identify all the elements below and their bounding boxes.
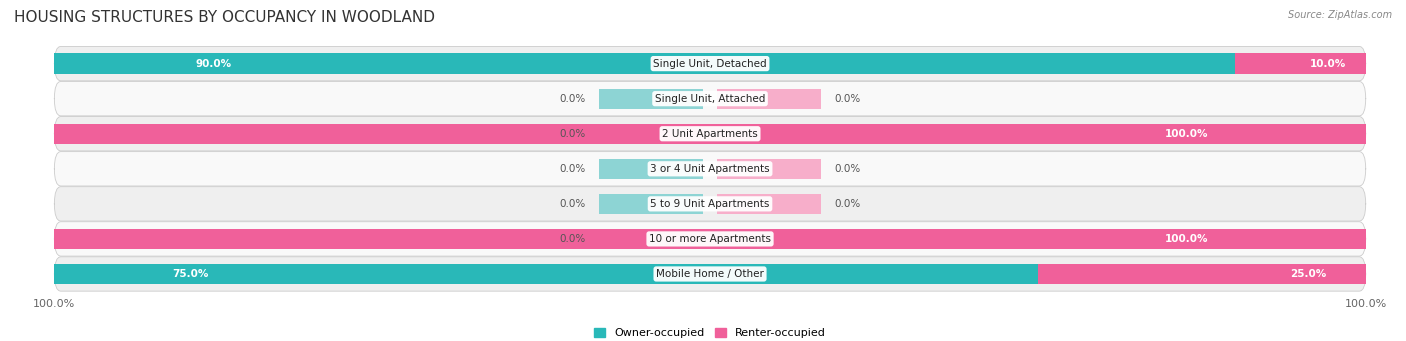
Text: 10.0%: 10.0% — [1310, 59, 1346, 69]
Text: 100.0%: 100.0% — [1164, 129, 1208, 139]
Text: Source: ZipAtlas.com: Source: ZipAtlas.com — [1288, 10, 1392, 20]
Text: 0.0%: 0.0% — [835, 94, 860, 104]
Bar — [599, 229, 703, 249]
Bar — [55, 264, 1038, 284]
Text: 100.0%: 100.0% — [1164, 234, 1208, 244]
FancyBboxPatch shape — [55, 81, 1365, 116]
Legend: Owner-occupied, Renter-occupied: Owner-occupied, Renter-occupied — [589, 323, 831, 341]
Text: 3 or 4 Unit Apartments: 3 or 4 Unit Apartments — [650, 164, 770, 174]
Text: 0.0%: 0.0% — [835, 164, 860, 174]
FancyBboxPatch shape — [55, 222, 1365, 256]
Text: Single Unit, Attached: Single Unit, Attached — [655, 94, 765, 104]
Bar — [717, 159, 821, 179]
Bar — [599, 159, 703, 179]
Bar — [55, 54, 1234, 74]
Text: Single Unit, Detached: Single Unit, Detached — [654, 59, 766, 69]
Text: Mobile Home / Other: Mobile Home / Other — [657, 269, 763, 279]
Bar — [717, 89, 821, 109]
Text: 5 to 9 Unit Apartments: 5 to 9 Unit Apartments — [651, 199, 769, 209]
Bar — [55, 229, 1365, 249]
Bar — [1234, 54, 1365, 74]
Bar — [1038, 264, 1365, 284]
Bar — [599, 89, 703, 109]
Text: 25.0%: 25.0% — [1291, 269, 1326, 279]
FancyBboxPatch shape — [55, 46, 1365, 81]
Text: 0.0%: 0.0% — [560, 234, 585, 244]
Text: 0.0%: 0.0% — [560, 94, 585, 104]
Text: 10 or more Apartments: 10 or more Apartments — [650, 234, 770, 244]
Bar — [599, 123, 703, 144]
Text: 0.0%: 0.0% — [835, 199, 860, 209]
FancyBboxPatch shape — [55, 257, 1365, 291]
FancyBboxPatch shape — [55, 187, 1365, 221]
FancyBboxPatch shape — [55, 152, 1365, 186]
FancyBboxPatch shape — [55, 117, 1365, 151]
Text: 0.0%: 0.0% — [560, 199, 585, 209]
Bar — [55, 123, 1365, 144]
Bar — [599, 194, 703, 214]
Bar — [717, 194, 821, 214]
Text: 90.0%: 90.0% — [195, 59, 232, 69]
Text: HOUSING STRUCTURES BY OCCUPANCY IN WOODLAND: HOUSING STRUCTURES BY OCCUPANCY IN WOODL… — [14, 10, 434, 25]
Text: 0.0%: 0.0% — [560, 164, 585, 174]
Text: 0.0%: 0.0% — [560, 129, 585, 139]
Text: 75.0%: 75.0% — [173, 269, 208, 279]
Text: 2 Unit Apartments: 2 Unit Apartments — [662, 129, 758, 139]
